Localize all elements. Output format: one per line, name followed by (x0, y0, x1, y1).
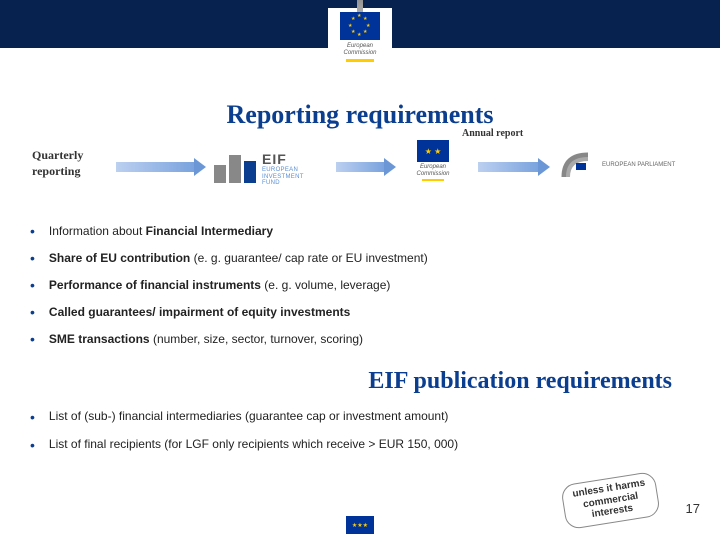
flow-diagram: Quarterlyreporting Annual report EIF EUR… (0, 134, 720, 206)
arrow-icon (336, 160, 396, 174)
quarterly-label: Quarterlyreporting (32, 148, 83, 179)
list-item: •Performance of financial instruments (e… (30, 278, 720, 292)
list-item: •Share of EU contribution (e. g. guarant… (30, 251, 720, 265)
list-item: •List of (sub-) financial intermediaries… (30, 409, 720, 425)
ec-logo-mid: ★ ★ EuropeanCommission (400, 140, 466, 192)
ep-label: EUROPEAN PARLIAMENT (602, 162, 675, 169)
eu-flag-icon: ★ ★ ★ ★ ★ ★ ★ ★ (340, 12, 380, 40)
list-item: •Called guarantees/ impairment of equity… (30, 305, 720, 319)
list-item: •List of final recipients (for LGF only … (30, 437, 720, 453)
section-title: EIF publication requirements (0, 368, 672, 395)
ec-building-icon (357, 0, 363, 12)
ep-logo: EUROPEAN PARLIAMENT (560, 142, 684, 190)
disclaimer-badge: unless it harmscommercialinterests (560, 470, 661, 529)
page-number: 17 (686, 501, 700, 516)
stars-ring-icon: ★ ★ ★ ★ ★ ★ ★ ★ (349, 15, 371, 37)
ec-logo-header: ★ ★ ★ ★ ★ ★ ★ ★ EuropeanCommission (328, 8, 392, 86)
ec-underline (346, 59, 374, 62)
eu-flag-footer-icon: ★★★ (346, 516, 374, 534)
publication-bullets: •List of (sub-) financial intermediaries… (30, 409, 720, 453)
list-item: •SME transactions (number, size, sector,… (30, 332, 720, 346)
eif-logo: EIF EUROPEAN INVESTMENT FUND (214, 140, 326, 198)
list-item: •Information about Financial Intermediar… (30, 224, 720, 238)
page-title: Reporting requirements (0, 100, 720, 130)
eif-abbr: EIF (262, 151, 304, 167)
eu-flag-icon: ★ ★ (417, 140, 449, 162)
reporting-bullets: •Information about Financial Intermediar… (30, 224, 720, 346)
ec-logo-text: EuropeanCommission (343, 43, 376, 56)
ep-arc-icon (560, 147, 598, 185)
annual-label: Annual report (462, 128, 523, 139)
arrow-icon (478, 160, 550, 174)
arrow-icon (116, 160, 206, 174)
